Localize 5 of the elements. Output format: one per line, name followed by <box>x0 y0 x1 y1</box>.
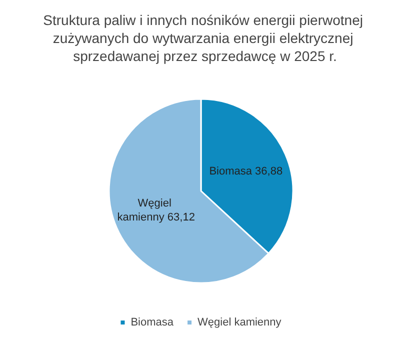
data-label: Węgiel kamienny 63,12 <box>117 198 195 224</box>
legend-label: Węgiel kamienny <box>198 316 282 328</box>
chart-title: Struktura paliw i innych nośników energii pierwotnej zużywanych do wytwarzania energii elektrycznej sprzedawanej przez sprzedawcę w 2025 r. <box>43 12 367 64</box>
legend-label: Biomasa <box>130 316 174 328</box>
data-label: Biomasa 36,88 <box>209 165 283 178</box>
